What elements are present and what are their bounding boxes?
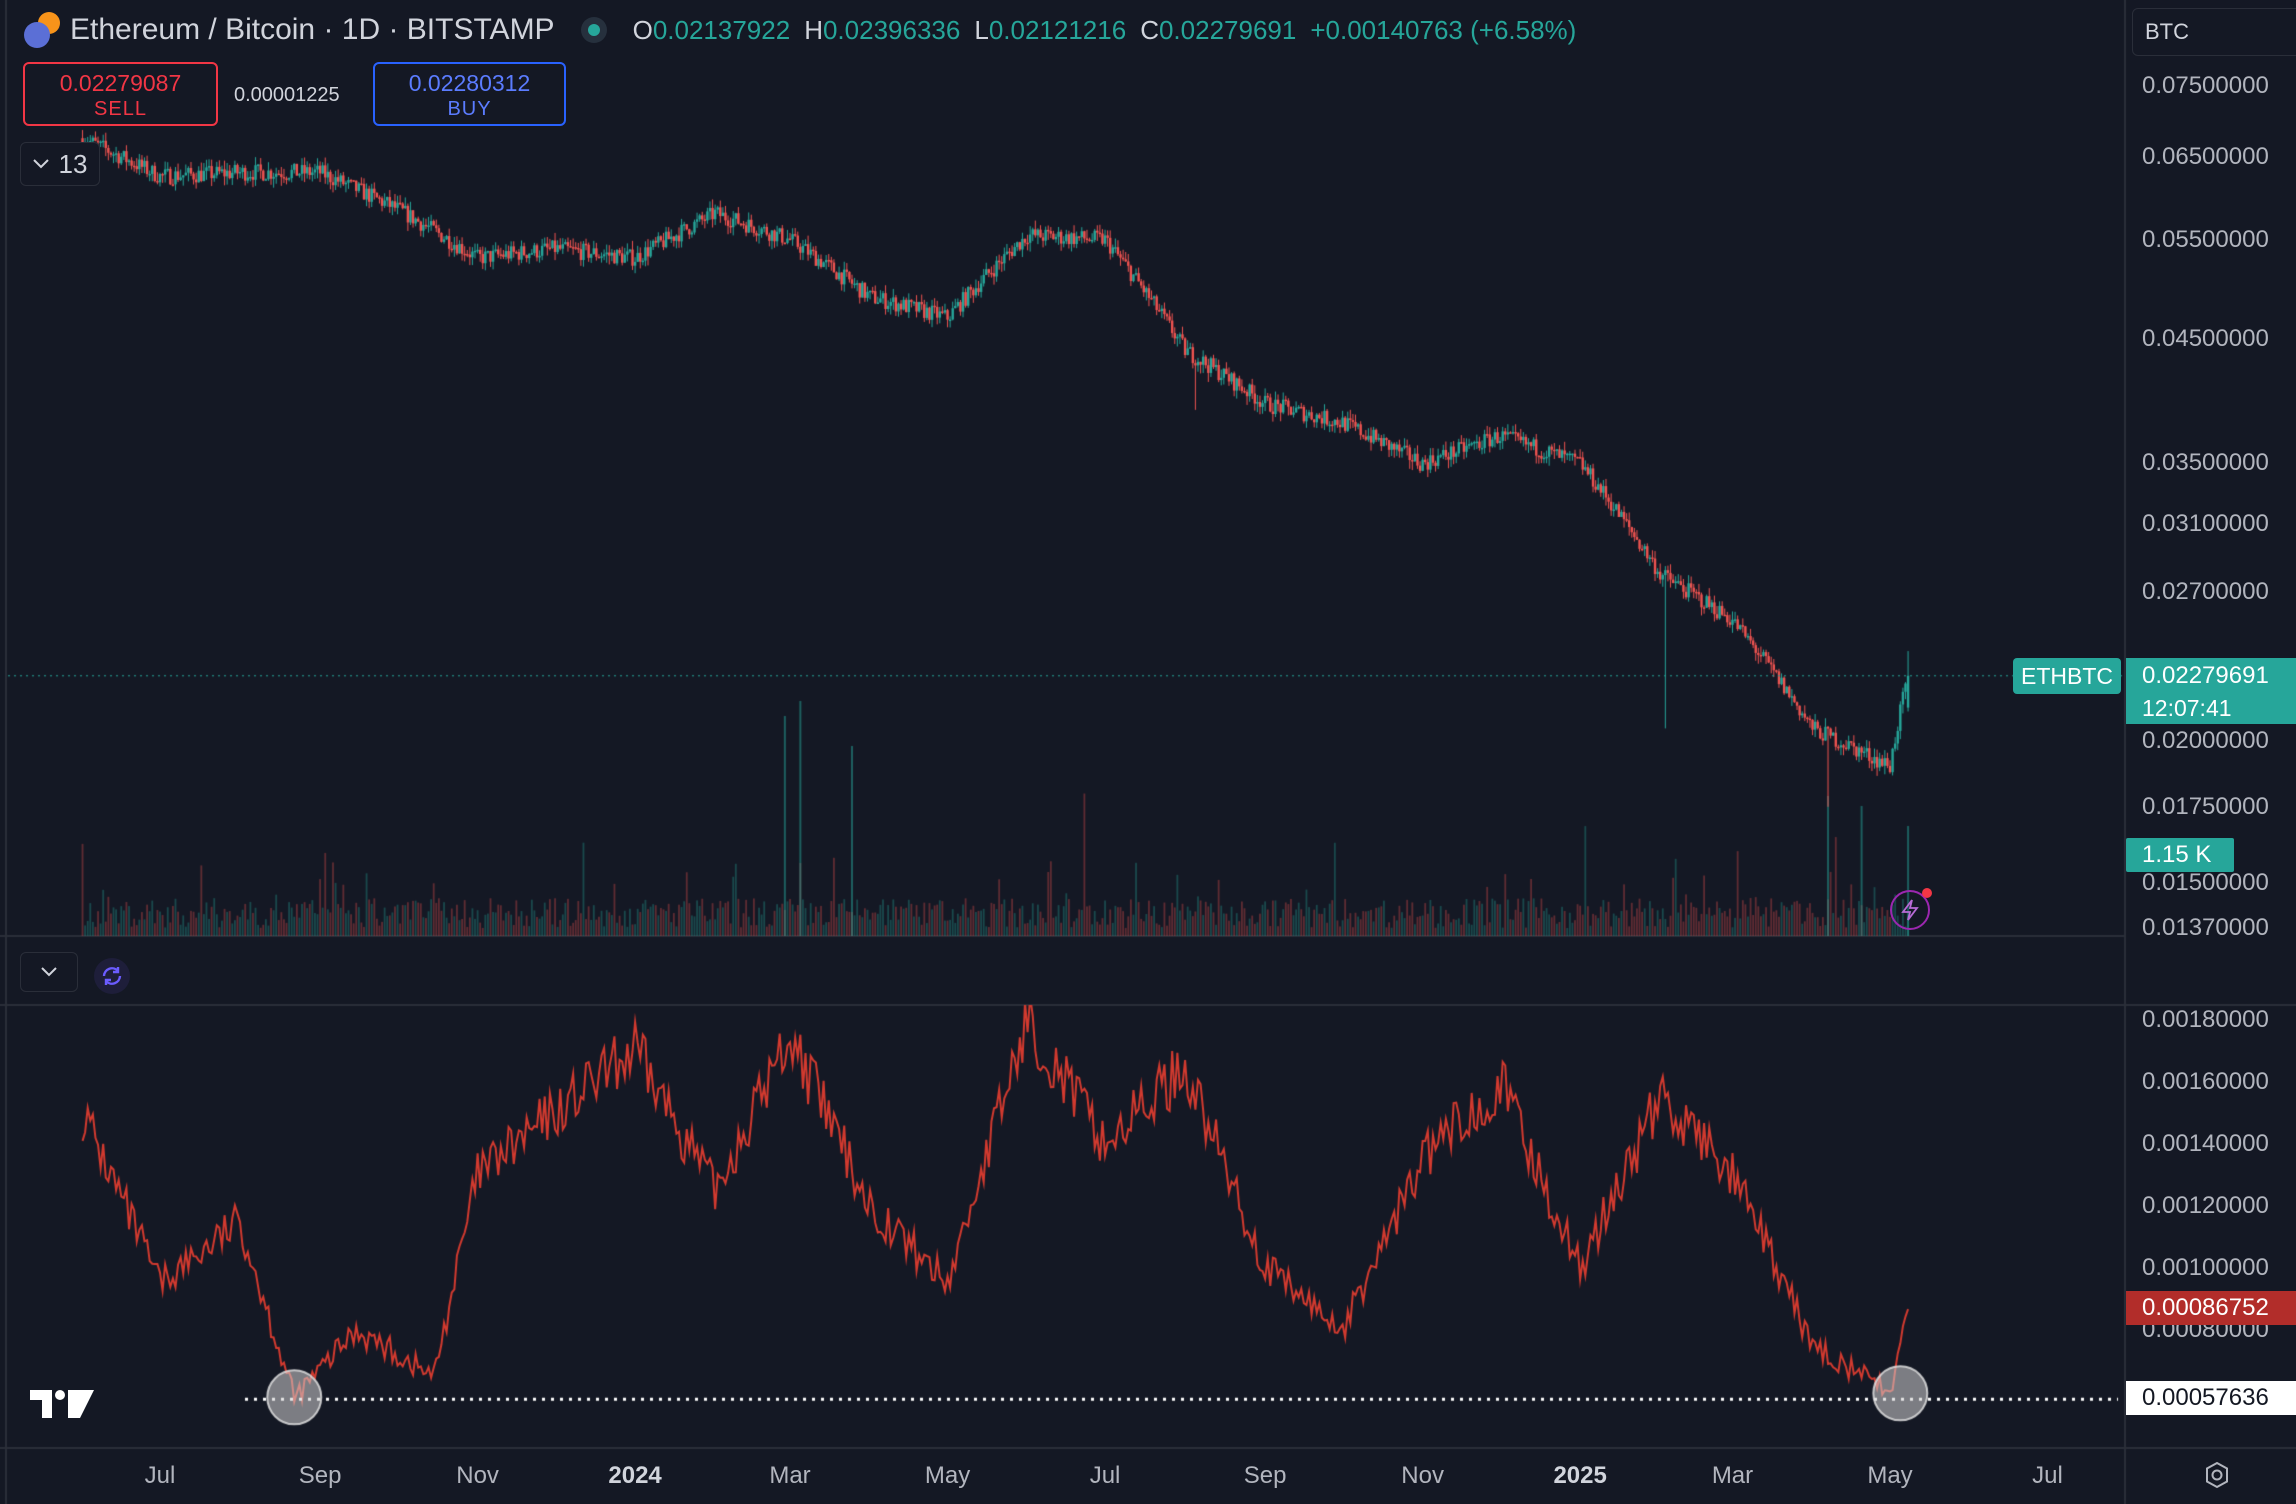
sell-label: SELL bbox=[94, 98, 147, 120]
price-axis-tick: 0.01500000 bbox=[2142, 869, 2269, 897]
price-axis-tick: 0.01750000 bbox=[2142, 792, 2269, 820]
indicator-marked-low: 0.00057636 bbox=[2126, 1381, 2296, 1416]
countdown-label: 12:07:41 bbox=[2126, 693, 2296, 724]
ohlc-high: H0.02396336 bbox=[804, 14, 961, 45]
time-axis-label: Jul bbox=[144, 1462, 176, 1489]
time-axis-label: Jul bbox=[2032, 1462, 2063, 1489]
time-axis-label: Jul bbox=[1089, 1462, 1121, 1489]
symbol-title[interactable]: Ethereum / Bitcoin · 1D · BITSTAMP bbox=[70, 13, 555, 46]
indicator-axis-tick: 0.00120000 bbox=[2142, 1192, 2269, 1219]
chevron-down-icon bbox=[41, 967, 57, 977]
price-axis-tick: 0.04500000 bbox=[2142, 324, 2269, 352]
indicator-axis-tick: 0.00180000 bbox=[2142, 1006, 2269, 1033]
indicators-count: 13 bbox=[58, 148, 88, 179]
time-axis-label: Nov bbox=[456, 1462, 499, 1489]
pane-collapse-button[interactable] bbox=[20, 952, 78, 992]
ohlc-close: C0.02279691 bbox=[1140, 14, 1297, 45]
chart-header: Ethereum / Bitcoin · 1D · BITSTAMP O0.02… bbox=[24, 8, 1576, 52]
indicator-axis-tick: 0.00100000 bbox=[2142, 1254, 2269, 1281]
time-axis-label: Nov bbox=[1401, 1462, 1444, 1489]
price-axis-tick: 0.03100000 bbox=[2142, 509, 2269, 537]
lightning-icon[interactable] bbox=[1890, 888, 1932, 930]
price-axis-tick: 0.05500000 bbox=[2142, 225, 2269, 253]
sell-price: 0.02279087 bbox=[59, 70, 182, 96]
time-axis-label: Sep bbox=[1243, 1462, 1287, 1489]
price-axis-tick: 0.02000000 bbox=[2142, 726, 2269, 754]
indicator-axis-tick: 0.00140000 bbox=[2142, 1130, 2269, 1157]
time-axis-label: Mar bbox=[1711, 1462, 1754, 1489]
time-axis-label: Mar bbox=[769, 1462, 811, 1489]
buy-button[interactable]: 0.02280312 BUY bbox=[373, 62, 566, 126]
price-axis-tick: 0.06500000 bbox=[2142, 142, 2269, 170]
buy-price: 0.02280312 bbox=[408, 70, 531, 96]
time-axis-label: May bbox=[1867, 1462, 1913, 1489]
indicators-toggle-button[interactable]: 13 bbox=[20, 142, 100, 186]
tradingview-logo bbox=[30, 1390, 94, 1418]
market-open-icon bbox=[580, 17, 607, 43]
price-axis-tick: 0.02700000 bbox=[2142, 577, 2269, 605]
currency-select[interactable]: BTC bbox=[2132, 8, 2296, 56]
eth-btc-symbol-icon bbox=[24, 12, 60, 48]
time-axis-label: May bbox=[924, 1462, 971, 1489]
currency-value: BTC bbox=[2145, 19, 2189, 44]
last-symbol-label: ETHBTC bbox=[2013, 657, 2121, 694]
price-axis-tick: 0.07500000 bbox=[2142, 72, 2269, 99]
time-axis-label: Sep bbox=[298, 1462, 342, 1489]
volume-label: 1.15 K bbox=[2126, 838, 2234, 872]
spread-value: 0.00001225 bbox=[234, 84, 340, 106]
time-axis-label: 2025 bbox=[1553, 1462, 1607, 1489]
sell-button[interactable]: 0.02279087 SELL bbox=[23, 62, 218, 126]
indicator-axis-tick: 0.00160000 bbox=[2142, 1068, 2269, 1095]
price-axis-tick: 0.01370000 bbox=[2142, 914, 2269, 941]
price-axis-tick: 0.03500000 bbox=[2142, 449, 2269, 477]
time-axis-label: 2024 bbox=[608, 1462, 662, 1489]
price-change: +0.00140763 (+6.58%) bbox=[1310, 14, 1577, 45]
ohlc-low: L0.02121216 bbox=[974, 14, 1127, 45]
buy-label: BUY bbox=[447, 98, 492, 120]
last-price-label: 0.02279691 bbox=[2126, 657, 2296, 694]
ohlc-open: O0.02137922 bbox=[632, 14, 791, 45]
sync-icon[interactable] bbox=[94, 958, 130, 994]
settings-icon[interactable] bbox=[2202, 1460, 2232, 1490]
indicator-current-value: 0.00086752 bbox=[2126, 1291, 2296, 1326]
chevron-down-icon bbox=[32, 159, 49, 169]
